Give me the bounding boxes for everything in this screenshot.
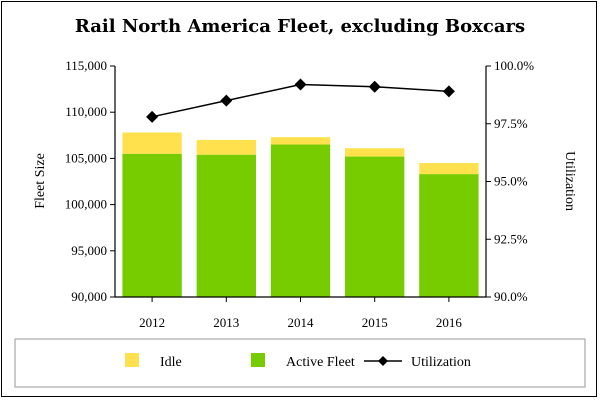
y-tick-label: 100,000 [65,197,107,212]
x-tick-label-2013: 2013 [213,315,239,330]
bar-active-2014 [270,144,331,297]
y2-tick-label: 97.5% [494,116,528,131]
y2-tick-label: 95.0% [494,174,528,189]
y2-tick-label: 90.0% [494,289,528,304]
legend-marker-utilization [378,356,388,366]
bar-idle-2012 [122,132,182,154]
plot-area: 2012 2013 2014 2015 2016 90,000 95,000 100,000 1… [65,58,535,330]
x-tick-label-2014: 2014 [288,315,315,330]
legend-label-idle: Idle [160,355,182,370]
utilization-point-2012 [146,110,159,123]
legend-swatch-active-fleet [251,353,265,367]
x-tick-label-2015: 2015 [362,315,388,330]
bar-active-2013 [196,154,256,297]
y2-tick-label: 92.5% [494,231,528,246]
utilization-point-2014 [294,78,307,91]
bar-idle-2016 [419,163,479,175]
y2-axis-label: Utilization [562,151,577,211]
utilization-point-2013 [220,94,233,107]
chart-title: Rail North America Fleet, excluding Boxc… [75,16,525,37]
x-tick-label-2016: 2016 [436,315,463,330]
y-tick-label: 95,000 [71,243,107,258]
y-tick-label: 110,000 [65,104,107,119]
bar-idle-2013 [196,139,256,155]
bar-active-2015 [345,156,405,297]
y-tick-label: 90,000 [71,289,107,304]
y-tick-label: 115,000 [65,58,107,73]
bar-idle-2015 [345,148,405,157]
legend-label-utilization: Utilization [411,355,471,370]
legend-label-active-fleet: Active Fleet [286,355,355,370]
x-tick-label-2012: 2012 [139,315,165,330]
utilization-point-2016 [442,85,455,98]
bar-idle-2014 [270,137,331,145]
y-tick-label: 105,000 [65,150,107,165]
utilization-point-2015 [368,80,381,93]
bar-active-2012 [122,153,182,297]
legend-swatch-idle [125,353,139,367]
legend: Idle Active Fleet Utilization [14,338,586,388]
bar-active-2016 [419,174,479,297]
y-axis-label: Fleet Size [33,153,48,209]
y2-tick-label: 100.0% [494,58,534,73]
legend-box [14,338,586,388]
